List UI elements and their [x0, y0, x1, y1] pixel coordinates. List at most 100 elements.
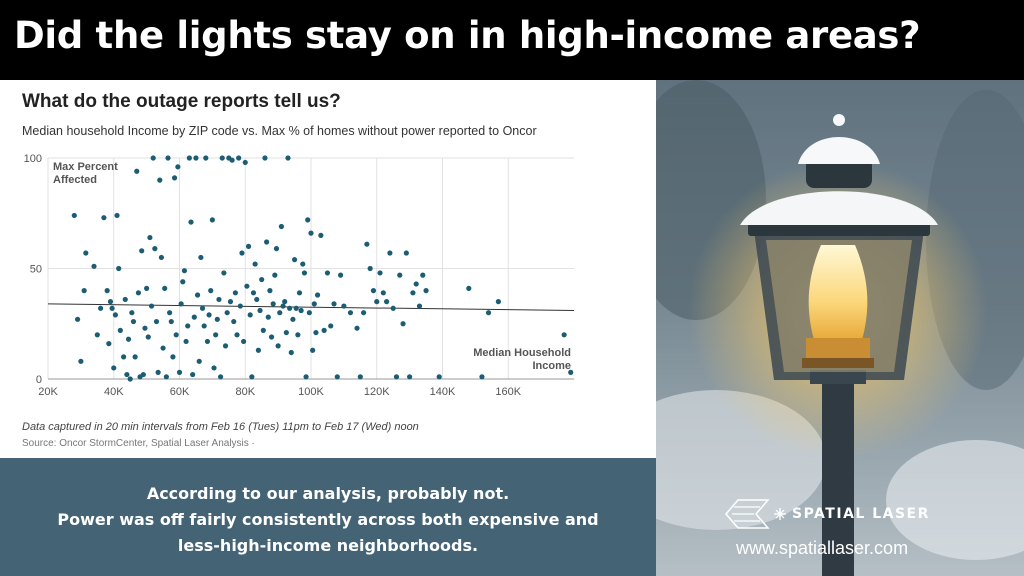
data-point — [298, 307, 304, 314]
x-axis-label: Median Household — [473, 347, 571, 359]
data-point — [114, 212, 120, 219]
data-point — [107, 299, 114, 305]
data-point — [211, 365, 217, 371]
x-tick-label: 120K — [364, 386, 390, 398]
x-axis-label: Income — [532, 360, 571, 372]
data-point — [282, 299, 288, 305]
data-point — [334, 374, 340, 380]
data-point — [142, 325, 148, 331]
header-bar: Did the lights stay on in high-income ar… — [0, 0, 1024, 80]
data-point — [204, 338, 211, 345]
y-axis-label: Max Percent — [53, 161, 118, 173]
x-tick-label: 60K — [170, 386, 190, 398]
data-point — [167, 310, 173, 316]
data-point — [242, 159, 248, 166]
data-point — [301, 270, 308, 276]
page-title: Did the lights stay on in high-income ar… — [14, 14, 921, 57]
data-point — [328, 323, 334, 329]
data-point — [199, 305, 206, 311]
snow-covered-lamp-post-icon — [656, 80, 1024, 576]
data-point — [314, 292, 321, 298]
data-point — [94, 332, 100, 338]
data-point — [374, 299, 380, 305]
scatter-chart: 20K 40K 60K 80K 100K 120K 140K 160K 0 50 100 Max P… — [24, 153, 575, 398]
data-point — [148, 303, 155, 309]
data-point — [185, 323, 191, 329]
data-point — [170, 354, 176, 360]
data-point — [135, 290, 142, 296]
data-point — [239, 250, 245, 256]
data-point — [78, 358, 84, 364]
x-tick-label: 80K — [235, 386, 255, 398]
data-point — [227, 299, 234, 305]
lamp-post-photo — [656, 80, 1024, 576]
data-point — [285, 155, 291, 161]
data-point — [147, 234, 153, 241]
data-point — [341, 303, 347, 309]
data-point — [173, 332, 179, 338]
data-point — [232, 290, 238, 296]
y-axis-label: Affected — [53, 174, 97, 186]
data-point — [272, 272, 278, 278]
data-point — [291, 257, 298, 263]
data-point — [213, 332, 219, 338]
data-point — [410, 290, 416, 296]
website-link[interactable]: www.spatiallaser.com — [736, 538, 909, 558]
data-point — [71, 212, 77, 219]
data-point — [194, 292, 201, 298]
data-point — [249, 374, 255, 380]
data-point — [436, 374, 442, 380]
data-point — [357, 374, 363, 380]
data-point — [191, 314, 197, 320]
data-point — [387, 250, 393, 256]
data-point — [178, 301, 184, 307]
data-point — [190, 371, 196, 378]
data-point — [250, 290, 257, 296]
data-point — [208, 288, 214, 294]
y-tick-label: 0 — [36, 374, 42, 386]
data-point — [186, 155, 192, 161]
data-point — [175, 164, 181, 170]
data-point — [306, 310, 312, 316]
chart-title: What do the outage reports tell us? — [22, 91, 341, 112]
data-point — [91, 263, 97, 269]
data-point — [324, 270, 331, 276]
data-point — [106, 341, 112, 347]
data-point — [144, 285, 150, 291]
data-point — [275, 343, 281, 349]
data-point — [400, 321, 406, 327]
data-point — [221, 270, 227, 276]
data-point — [183, 338, 189, 345]
data-point — [140, 371, 146, 378]
data-point — [268, 334, 275, 340]
data-point — [296, 290, 303, 296]
data-point — [130, 318, 137, 325]
data-point — [260, 327, 266, 333]
data-point — [377, 270, 383, 276]
data-point — [203, 155, 209, 161]
data-point — [423, 288, 429, 294]
data-point — [290, 316, 296, 322]
brand-logo: SPATIAL LASER — [724, 497, 930, 531]
data-point — [134, 168, 140, 174]
data-point — [255, 347, 261, 353]
data-point — [283, 329, 289, 336]
data-point — [245, 243, 252, 249]
data-point — [267, 288, 273, 294]
data-point — [98, 305, 104, 311]
data-point — [403, 250, 409, 256]
data-point — [214, 316, 220, 322]
data-point — [162, 285, 168, 291]
data-point — [420, 272, 426, 278]
data-point — [176, 369, 183, 375]
chart-subtitle: Median household Income by ZIP code vs. … — [22, 124, 537, 138]
data-point — [568, 369, 574, 375]
data-point — [117, 327, 123, 333]
data-point — [380, 290, 386, 296]
data-point — [145, 334, 151, 340]
data-point — [367, 265, 373, 272]
data-point — [101, 215, 107, 221]
data-point — [132, 354, 138, 360]
data-point — [308, 230, 314, 236]
data-point — [331, 301, 337, 307]
